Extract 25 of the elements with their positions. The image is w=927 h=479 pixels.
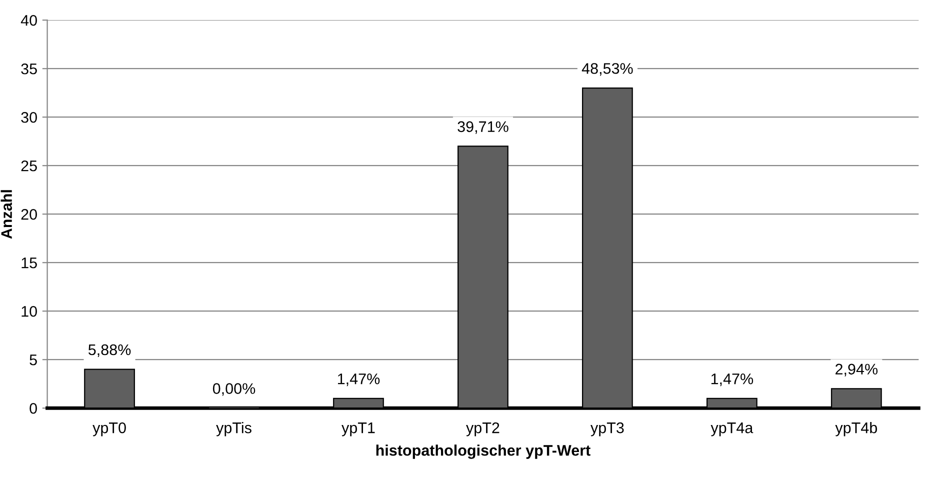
annotation: 1,47%: [711, 374, 754, 386]
annotation: 48,53%: [582, 63, 633, 76]
annotation: 5,88%: [88, 344, 131, 357]
annotation: 2,94%: [836, 364, 878, 376]
x-tick-label: ypT0: [92, 422, 126, 436]
y-tick-label: 25: [21, 160, 37, 172]
x-tick-label: ypT2: [466, 422, 500, 436]
annotation: 1,47%: [338, 374, 380, 386]
x-axis-title: histopathologischer ypT-Wert: [376, 444, 590, 459]
x-tick-label: ypT3: [590, 422, 624, 436]
annotation: 0,00%: [212, 383, 256, 396]
y-tick-label: 5: [30, 354, 37, 366]
y-tick-label: 35: [21, 63, 37, 74]
y-tick-label: 15: [22, 258, 37, 268]
x-tick-label: ypT1: [342, 422, 375, 436]
y-tick-label: 30: [21, 112, 37, 123]
y-tick-label: 10: [22, 306, 37, 317]
annotation: 39,71%: [458, 121, 508, 134]
x-tick-label: ypT4b: [835, 422, 878, 436]
x-tick-label: ypT4a: [710, 422, 754, 436]
y-tick-label: 20: [21, 208, 37, 220]
x-tick-label: ypTis: [216, 422, 252, 436]
y-axis-title: Anzahl: [0, 190, 12, 239]
y-tick-label: 0: [30, 402, 37, 414]
y-tick-label: 40: [20, 14, 37, 26]
